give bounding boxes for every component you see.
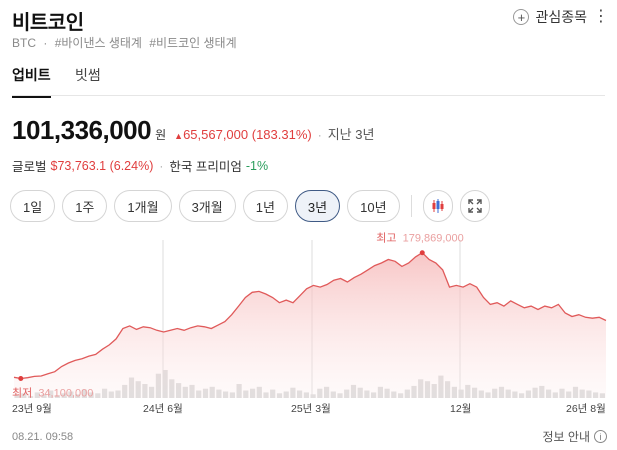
high-label: 최고 [376,232,396,245]
candlestick-toggle-button[interactable] [422,190,453,222]
x-axis: 23년 9월 24년 6월 25년 3월 12월 26년 8월 [12,403,606,415]
x-tick-label: 25년 3월 [291,403,331,415]
divider [410,195,412,217]
range-3m-button[interactable]: 3개월 [178,190,236,222]
price-unit: 원 [155,128,167,142]
price-change-value: 65,567,000 (183.31%) [183,127,312,142]
tab-bithumb[interactable]: 빗썸 [75,67,101,83]
high-value: 179,869,000 [403,233,464,245]
price-line [13,251,607,380]
dot-separator: · [317,128,322,142]
x-tick-label: 23년 9월 [12,403,52,415]
tag-bitcoin[interactable]: #비트코인 생태계 [149,36,237,50]
tag-binance[interactable]: #바이낸스 생태계 [54,36,142,50]
info-label: 정보 안내 [542,430,591,444]
tab-upbit[interactable]: 업비트 [12,65,51,98]
global-label: 글로벌 [12,160,47,174]
watchlist-label: 관심종목 [535,9,587,25]
range-1y-button[interactable]: 1년 [242,190,288,222]
plus-icon: + [513,9,530,25]
low-annotation: 최저 34,100,000 [12,386,93,399]
subtitle: BTC · #바이낸스 생태계 #비트코인 생태계 [12,34,241,51]
premium-value: -1% [245,158,269,173]
price-chart[interactable]: 최고 179,869,000 최저 34,100,000 23년 9월 24년 … [0,232,617,422]
expand-icon [467,199,482,213]
range-1m-button[interactable]: 1개월 [114,190,172,222]
high-annotation: 최고 179,869,000 [376,232,463,245]
premium-label: 한국 프리미엄 [169,160,242,174]
global-value: $73,763.1 (6.24%) [50,158,154,173]
current-price: 101,336,000 [12,115,152,145]
info-notice-button[interactable]: 정보 안내 i [542,428,607,445]
more-vertical-icon[interactable]: ⋮ [593,8,609,25]
exchange-tabs: 업비트 빗썸 [12,60,605,98]
info-icon: i [594,430,607,443]
fullscreen-button[interactable] [459,190,490,222]
x-tick-label: 26년 8월 [566,403,606,415]
global-row: 글로벌 $73,763.1 (6.24%) · 한국 프리미엄 -1% [12,156,268,175]
price-row: 101,336,000 원 ▲65,567,000 (183.31%) · 지난… [12,115,374,146]
dot-separator: · [43,36,48,50]
page-title: 비트코인 [12,12,84,34]
last-updated-time: 08.21. 09:58 [12,431,74,443]
header: 비트코인 BTC · #바이낸스 생태계 #비트코인 생태계 + 관심종목 ⋮ [12,4,617,54]
ticker-label: BTC [12,36,36,50]
range-10y-button[interactable]: 10년 [347,190,400,222]
low-value: 34,100,000 [38,387,93,399]
candlestick-icon [432,199,444,213]
range-1d-button[interactable]: 1일 [10,190,56,222]
range-selector: 1일 1주 1개월 3개월 1년 3년 10년 [10,190,490,222]
price-area [14,252,606,398]
high-marker [419,250,425,256]
x-tick-label: 12월 [450,403,471,415]
range-1w-button[interactable]: 1주 [62,190,108,222]
price-change: ▲65,567,000 (183.31%) [174,127,312,142]
x-tick-label: 24년 6월 [143,403,183,415]
watchlist-button[interactable]: + 관심종목 [513,7,587,27]
range-3y-button[interactable]: 3년 [294,190,341,222]
low-label: 최저 [12,386,32,399]
dot-separator: · [159,158,164,173]
low-marker [18,375,24,381]
change-period: 지난 3년 [327,127,375,142]
up-triangle-icon: ▲ [174,131,184,141]
